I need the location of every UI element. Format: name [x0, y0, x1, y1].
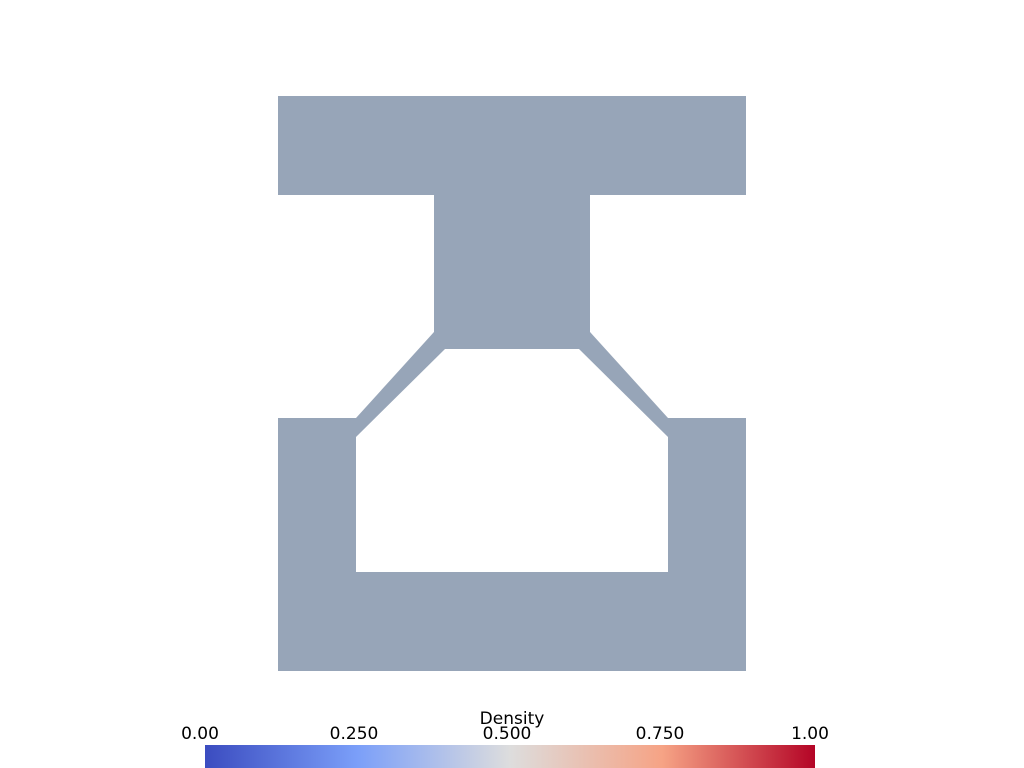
central-web: [426, 195, 598, 349]
density-mesh[interactable]: [0, 0, 1024, 705]
colorbar-tick-label: 1.00: [791, 724, 829, 744]
colorbar-tick-label: 0.750: [635, 724, 685, 744]
colorbar-gradient: [205, 745, 815, 768]
colorbar-tick-label: 0.500: [482, 724, 532, 744]
right-strut: [579, 332, 668, 437]
left-strut: [356, 332, 445, 437]
colorbar-tick-label: 0.00: [181, 724, 219, 744]
lower-frame: [278, 418, 746, 671]
top-flange: [278, 96, 746, 195]
colorbar-tick-label: 0.250: [329, 724, 379, 744]
colorbar-title: Density: [479, 709, 545, 729]
topology-shape: [278, 96, 746, 671]
